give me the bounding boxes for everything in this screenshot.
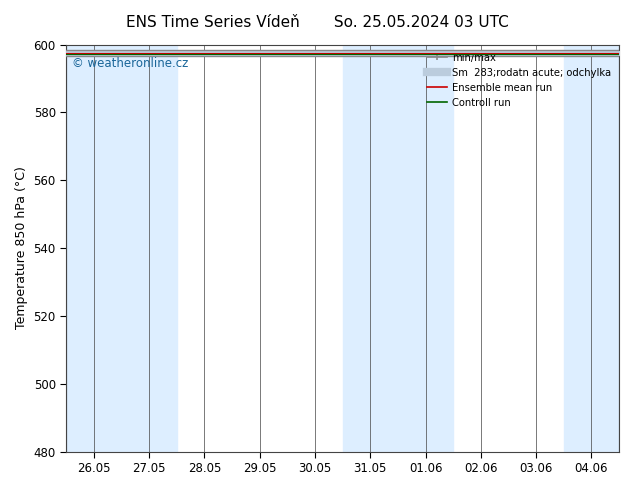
Y-axis label: Temperature 850 hPa (°C): Temperature 850 hPa (°C) [15,167,28,329]
Legend: min/max, Sm  283;rodatn acute; odchylka, Ensemble mean run, Controll run: min/max, Sm 283;rodatn acute; odchylka, … [424,49,614,111]
Bar [398,45,453,452]
Text: © weatheronline.cz: © weatheronline.cz [72,57,188,70]
Text: ENS Time Series Vídeň       So. 25.05.2024 03 UTC: ENS Time Series Vídeň So. 25.05.2024 03 … [126,15,508,30]
Bar [564,45,619,452]
Bar [342,45,398,452]
Bar [66,45,122,452]
Bar [122,45,177,452]
